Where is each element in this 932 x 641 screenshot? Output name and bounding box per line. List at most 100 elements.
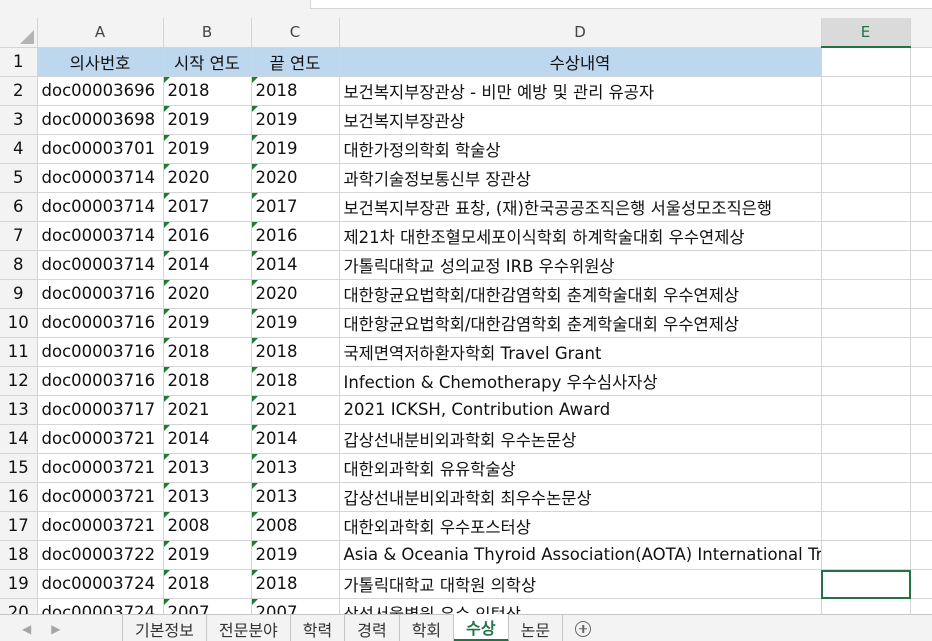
cell-end-year[interactable]: 2018 — [251, 366, 340, 396]
row-header[interactable]: 9 — [0, 279, 38, 309]
cell-start-year[interactable]: 2014 — [163, 250, 252, 280]
column-header-c[interactable]: C — [251, 18, 340, 48]
cell-award[interactable]: 보건복지부장관 표창, (재)한국공공조직은행 서울성모조직은행 — [339, 192, 822, 222]
cell-doc-id[interactable]: doc00003721 — [37, 453, 164, 483]
cell-doc-id[interactable]: doc00003716 — [37, 366, 164, 396]
cell-doc-id[interactable]: doc00003714 — [37, 163, 164, 193]
cell-end-year[interactable]: 2019 — [251, 540, 340, 570]
row-header[interactable]: 12 — [0, 366, 38, 396]
cell[interactable] — [910, 453, 932, 483]
cell[interactable] — [821, 163, 911, 193]
cell[interactable] — [821, 47, 911, 77]
cell[interactable] — [910, 569, 932, 599]
cell[interactable] — [821, 337, 911, 367]
cell-award[interactable]: 보건복지부장관상 — [339, 105, 822, 135]
cell-start-year[interactable]: 2013 — [163, 482, 252, 512]
row-header[interactable]: 4 — [0, 134, 38, 164]
cell-start-year[interactable]: 2016 — [163, 221, 252, 251]
cell-doc-id[interactable]: doc00003716 — [37, 279, 164, 309]
cell[interactable] — [910, 424, 932, 454]
cell-end-year[interactable]: 2014 — [251, 424, 340, 454]
row-header[interactable]: 16 — [0, 482, 38, 512]
column-header-b[interactable]: B — [163, 18, 252, 48]
cell-doc-id[interactable]: doc00003714 — [37, 221, 164, 251]
cell[interactable] — [821, 366, 911, 396]
sheet-tab[interactable]: 수상 — [454, 614, 509, 641]
cell[interactable] — [821, 453, 911, 483]
cell-end-year[interactable]: 2014 — [251, 250, 340, 280]
cell[interactable] — [821, 540, 911, 570]
cell-start-year[interactable]: 2019 — [163, 134, 252, 164]
column-header-e[interactable]: E — [821, 18, 911, 48]
cell-start-year[interactable]: 2014 — [163, 424, 252, 454]
cell-end-year[interactable]: 2018 — [251, 76, 340, 106]
cell-doc-id[interactable]: doc00003721 — [37, 482, 164, 512]
cell[interactable] — [910, 163, 932, 193]
cell-award[interactable]: Infection & Chemotherapy 우수심사자상 — [339, 366, 822, 396]
cell-end-year[interactable]: 2018 — [251, 337, 340, 367]
cell[interactable] — [910, 105, 932, 135]
cell[interactable] — [910, 221, 932, 251]
cell-award[interactable]: 갑상선내분비외과학회 우수논문상 — [339, 424, 822, 454]
cell[interactable] — [821, 105, 911, 135]
cell-doc-id[interactable]: doc00003721 — [37, 511, 164, 541]
cell[interactable] — [821, 569, 911, 599]
cell-award[interactable]: 대한외과학회 우수포스터상 — [339, 511, 822, 541]
row-header[interactable]: 3 — [0, 105, 38, 135]
chevron-right-icon[interactable]: ▶ — [51, 621, 61, 636]
cell-award[interactable]: 2021 ICKSH, Contribution Award — [339, 395, 822, 425]
cell[interactable] — [821, 134, 911, 164]
cell-award[interactable]: 갑상선내분비외과학회 최우수논문상 — [339, 482, 822, 512]
cell-end-year[interactable]: 2017 — [251, 192, 340, 222]
cell-end-year[interactable]: 2013 — [251, 453, 340, 483]
cell[interactable] — [910, 337, 932, 367]
header-cell-end-year[interactable]: 끝 연도 — [251, 47, 340, 77]
cell-award[interactable]: 대한외과학회 유유학술상 — [339, 453, 822, 483]
cell-start-year[interactable]: 2018 — [163, 76, 252, 106]
cell[interactable] — [910, 366, 932, 396]
cell[interactable] — [910, 279, 932, 309]
cell-doc-id[interactable]: doc00003724 — [37, 569, 164, 599]
cell[interactable] — [910, 482, 932, 512]
cell-start-year[interactable]: 2008 — [163, 511, 252, 541]
cell-award[interactable]: 국제면역저하환자학회 Travel Grant — [339, 337, 822, 367]
cell-doc-id[interactable]: doc00003701 — [37, 134, 164, 164]
cell[interactable] — [910, 192, 932, 222]
cell[interactable] — [910, 47, 932, 77]
cell[interactable] — [910, 395, 932, 425]
row-header[interactable]: 11 — [0, 337, 38, 367]
cell-end-year[interactable]: 2021 — [251, 395, 340, 425]
select-all-button[interactable] — [0, 18, 38, 48]
column-header-a[interactable]: A — [37, 18, 164, 48]
row-header[interactable]: 5 — [0, 163, 38, 193]
cell[interactable] — [821, 395, 911, 425]
cell-doc-id[interactable]: doc00003722 — [37, 540, 164, 570]
cell[interactable] — [821, 279, 911, 309]
cell-award[interactable]: Asia & Oceania Thyroid Association(AOTA)… — [339, 540, 822, 570]
cell-doc-id[interactable]: doc00003721 — [37, 424, 164, 454]
formula-bar-edge[interactable] — [310, 0, 932, 9]
cell-doc-id[interactable]: doc00003714 — [37, 250, 164, 280]
row-header[interactable]: 6 — [0, 192, 38, 222]
cell[interactable] — [910, 540, 932, 570]
cell-doc-id[interactable]: doc00003716 — [37, 308, 164, 338]
cell-award[interactable]: 과학기술정보통신부 장관상 — [339, 163, 822, 193]
row-header[interactable]: 7 — [0, 221, 38, 251]
row-header[interactable]: 17 — [0, 511, 38, 541]
cell[interactable] — [910, 250, 932, 280]
cell-start-year[interactable]: 2018 — [163, 569, 252, 599]
column-header-f[interactable] — [910, 18, 932, 48]
sheet-tab[interactable]: 기본정보 — [122, 615, 207, 641]
cell[interactable] — [821, 250, 911, 280]
cell[interactable] — [821, 511, 911, 541]
cell[interactable] — [821, 424, 911, 454]
cell-end-year[interactable]: 2008 — [251, 511, 340, 541]
cell-end-year[interactable]: 2019 — [251, 105, 340, 135]
cell-start-year[interactable]: 2017 — [163, 192, 252, 222]
add-sheet-button[interactable] — [563, 615, 603, 641]
cell-end-year[interactable]: 2019 — [251, 308, 340, 338]
cell-award[interactable]: 가톨릭대학교 성의교정 IRB 우수위원상 — [339, 250, 822, 280]
sheet-tab[interactable]: 학회 — [400, 615, 455, 641]
cell-start-year[interactable]: 2018 — [163, 337, 252, 367]
cell-end-year[interactable]: 2019 — [251, 134, 340, 164]
